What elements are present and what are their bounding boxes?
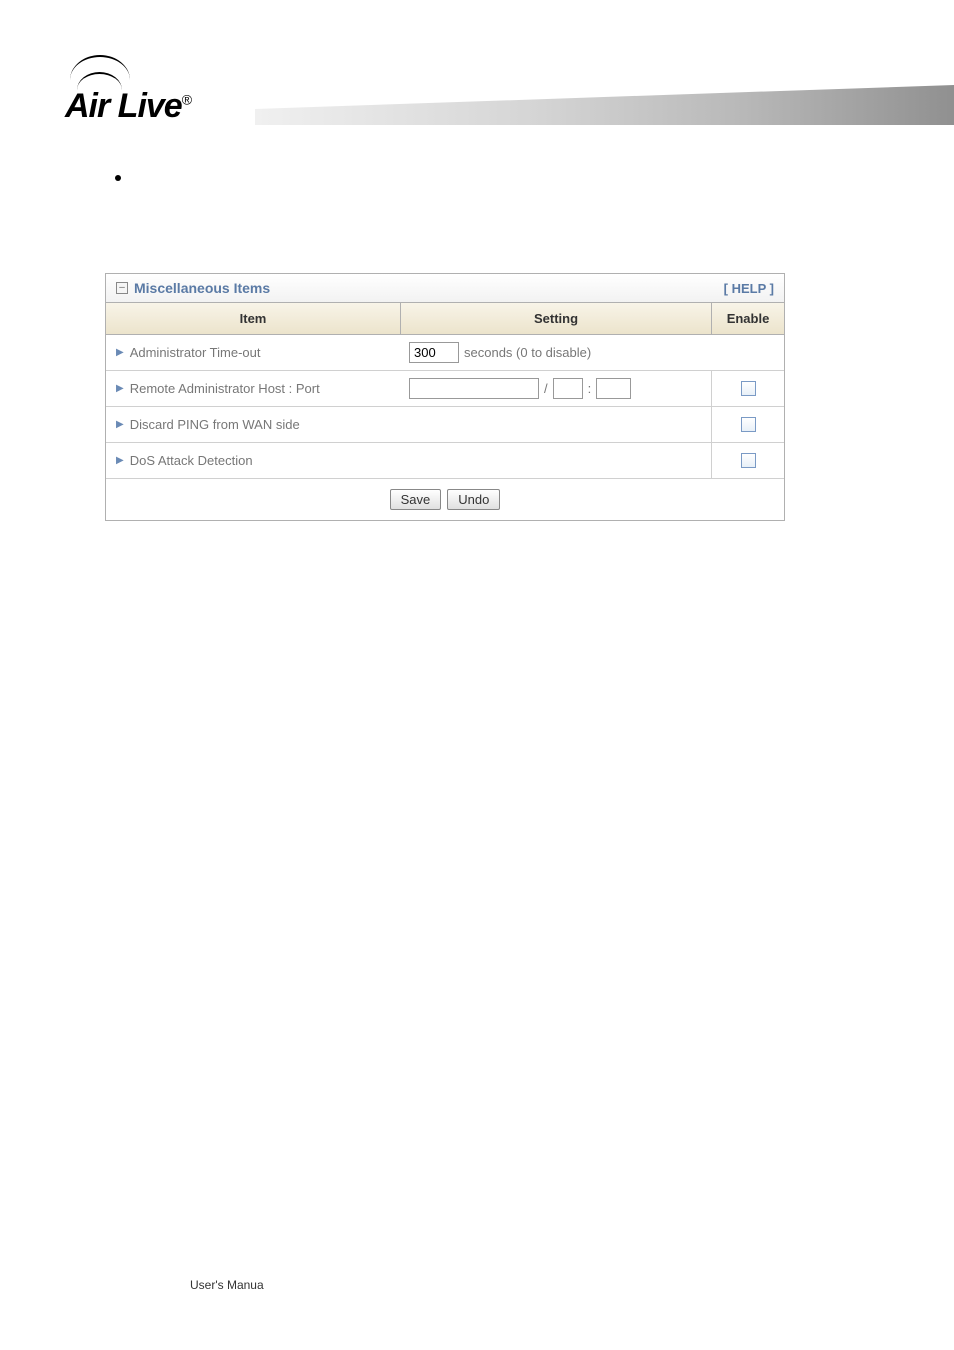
header-setting: Setting — [401, 303, 712, 334]
row-dos: ▶ DoS Attack Detection — [106, 443, 784, 479]
remote-enable-cell — [712, 371, 784, 406]
timeout-enable-cell — [712, 335, 784, 370]
arrow-icon: ▶ — [116, 347, 124, 358]
undo-button[interactable]: Undo — [447, 489, 500, 510]
ping-enable-checkbox[interactable] — [741, 417, 756, 432]
timeout-unit: seconds (0 to disable) — [464, 345, 591, 360]
remote-host-input[interactable] — [409, 378, 539, 399]
logo: Air Live® — [65, 55, 240, 125]
remote-enable-checkbox[interactable] — [741, 381, 756, 396]
remote-label-cell: ▶ Remote Administrator Host : Port — [106, 371, 401, 406]
panel-title: Miscellaneous Items — [134, 280, 270, 296]
dos-label: DoS Attack Detection — [130, 453, 253, 468]
remote-mask-input[interactable] — [553, 378, 583, 399]
help-link[interactable]: [ HELP ] — [724, 281, 774, 296]
header-swoosh — [255, 85, 954, 125]
remote-label: Remote Administrator Host : Port — [130, 381, 320, 396]
arrow-icon: ▶ — [116, 383, 124, 394]
arrow-icon: ▶ — [116, 419, 124, 430]
header-enable: Enable — [712, 303, 784, 334]
button-row: Save Undo — [106, 479, 784, 520]
slash-separator: / — [544, 381, 548, 396]
timeout-label: Administrator Time-out — [130, 345, 261, 360]
collapse-icon[interactable]: – — [116, 282, 128, 294]
row-ping: ▶ Discard PING from WAN side — [106, 407, 784, 443]
ping-enable-cell — [712, 407, 784, 442]
remote-setting-cell: / : — [401, 371, 712, 406]
row-remote: ▶ Remote Administrator Host : Port / : — [106, 371, 784, 407]
row-timeout: ▶ Administrator Time-out seconds (0 to d… — [106, 335, 784, 371]
ping-label-cell: ▶ Discard PING from WAN side — [106, 407, 712, 442]
header-item: Item — [106, 303, 401, 334]
panel-header: – Miscellaneous Items [ HELP ] — [106, 274, 784, 303]
table-header-row: Item Setting Enable — [106, 303, 784, 335]
arrow-icon: ▶ — [116, 455, 124, 466]
misc-items-panel: – Miscellaneous Items [ HELP ] Item Sett… — [105, 273, 785, 521]
logo-text: Air Live® — [65, 87, 191, 125]
remote-port-input[interactable] — [596, 378, 631, 399]
timeout-label-cell: ▶ Administrator Time-out — [106, 335, 401, 370]
dos-enable-checkbox[interactable] — [741, 453, 756, 468]
dos-enable-cell — [712, 443, 784, 478]
ping-label: Discard PING from WAN side — [130, 417, 300, 432]
dos-label-cell: ▶ DoS Attack Detection — [106, 443, 712, 478]
panel-title-wrap: – Miscellaneous Items — [116, 280, 270, 296]
save-button[interactable]: Save — [390, 489, 442, 510]
timeout-input[interactable] — [409, 342, 459, 363]
colon-separator: : — [588, 381, 592, 396]
bullet-icon — [115, 175, 121, 181]
timeout-setting-cell: seconds (0 to disable) — [401, 335, 712, 370]
footer-text: User's Manua — [190, 1278, 264, 1292]
